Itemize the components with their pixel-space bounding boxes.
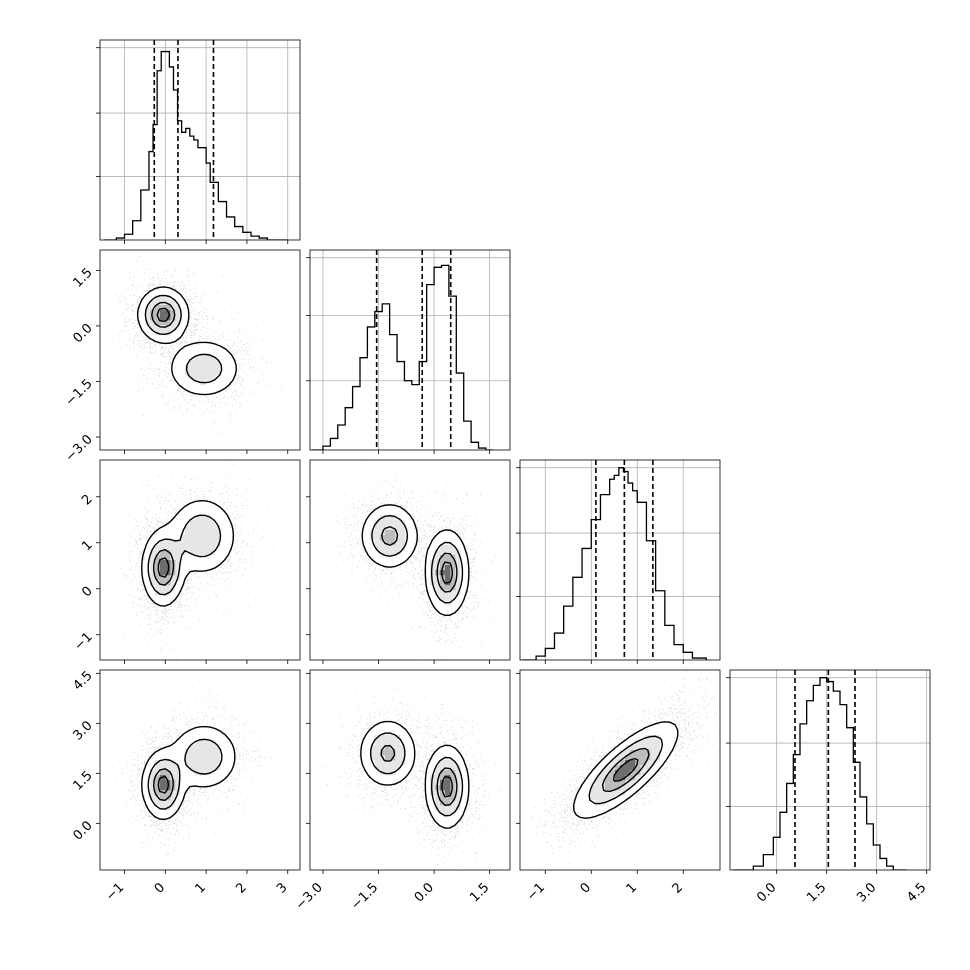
contour-line-3 [441,561,453,584]
panel-frame [309,669,511,871]
scatter-panel-3-0 [112,679,276,868]
contour-line-1 [369,732,464,817]
panel-frame [309,459,511,661]
density-fill-level-0 [140,725,236,821]
histogram-line-3 [733,677,907,870]
x-tick-label-3-2: 3.0 [854,880,879,905]
contour-line-3 [156,307,171,323]
density-fill-level-0 [360,720,471,831]
y-tick-label-1-1: −1.5 [63,377,96,410]
x-tick-label-1-3: 1.5 [467,880,492,905]
y-tick-label-2-3: 2 [79,492,95,508]
contour-line-2 [380,744,458,807]
contour-line-2 [381,526,458,593]
histogram-panel-3 [730,670,930,870]
density-fill-level-3 [615,760,636,781]
contour-line-0 [141,725,236,821]
contour-line-0 [573,721,679,819]
contour-line-1 [147,514,222,596]
panel-frame [99,459,301,661]
scatter-panel-3-2 [525,670,720,869]
density-fill-level-2 [155,550,176,586]
contour-line-2 [153,548,175,586]
scatter-points-1-0 [100,256,282,442]
contour-line-0 [361,504,470,617]
density-fill-level-1 [150,515,221,596]
x-tick-label-1-2: 0.0 [412,880,437,905]
x-tick-label-1-0: −3.0 [293,880,326,913]
panel-frame [99,39,301,241]
y-tick-label-3-3: 4.5 [70,668,95,693]
y-tick-label-1-0: −3.0 [63,432,96,465]
y-tick-label-2-2: 1 [79,538,95,554]
scatter-panel-3-1 [325,685,502,868]
density-fill-level-2 [380,530,456,591]
contour-line-3 [157,775,170,794]
x-tick-label-3-3: 4.5 [904,880,929,905]
y-tick-label-3-1: 1.5 [70,768,95,793]
contour-line-2 [601,747,650,792]
y-tick-label-1-3: 1.5 [70,265,95,290]
contour-line-3 [441,775,453,798]
histogram-line-0 [104,50,288,240]
density-fill-level-1 [370,515,461,606]
x-tick-label-2-3: 2 [670,880,686,896]
contour-line-3 [612,757,639,782]
contour-line-2 [151,301,176,328]
contour-line-3 [157,557,170,578]
panel-frame [519,459,721,661]
contour-line-1 [144,294,223,384]
x-tick-label-0-4: 3 [274,880,290,896]
histogram-panel-1 [310,250,510,450]
x-tick-label-0-2: 1 [192,880,208,896]
panel-frame [729,669,931,871]
x-tick-label-1-1: −1.5 [348,880,381,913]
contour-line-1 [588,735,664,805]
density-fill-level-0 [360,505,471,616]
panel-frame [99,249,301,451]
density-fill-level-1 [150,740,221,811]
density-fill-level-2 [380,745,456,806]
scatter-panel-1-0 [100,256,282,442]
y-tick-label-1-2: 0.0 [70,321,95,346]
contour-line-0 [360,720,470,829]
panel-frame [309,249,511,451]
x-tick-label-0-0: −1 [103,880,127,904]
density-fill-level-1 [145,295,221,386]
contour-line-1 [147,738,223,810]
scatter-panel-2-1 [334,462,496,660]
histogram-line-1 [311,264,494,450]
x-tick-label-0-3: 2 [233,880,249,896]
scatter-points-3-1 [325,685,502,868]
contour-line-0 [136,286,238,396]
histogram-panel-0 [100,40,300,240]
x-tick-label-0-1: 0 [152,880,168,896]
x-tick-label-2-1: 0 [578,880,594,896]
x-tick-label-2-0: −1 [524,880,548,904]
y-tick-label-2-1: 0 [79,584,95,600]
x-tick-label-2-2: 1 [624,880,640,896]
histogram-line-2 [522,467,707,660]
x-tick-label-3-1: 1.5 [804,880,829,905]
y-tick-label-2-0: −1 [71,630,95,654]
contour-line-1 [371,514,464,604]
y-tick-label-3-0: 0.0 [70,818,95,843]
contour-line-0 [141,500,235,607]
panel-frame [519,669,721,871]
contour-line-2 [153,768,174,802]
x-tick-label-3-0: 0.0 [754,880,779,905]
histogram-panel-2 [520,460,720,660]
panel-frame [99,669,301,871]
y-tick-label-3-2: 3.0 [70,718,95,743]
scatter-panel-2-0 [120,462,274,659]
scatter-points-2-1 [334,462,496,660]
